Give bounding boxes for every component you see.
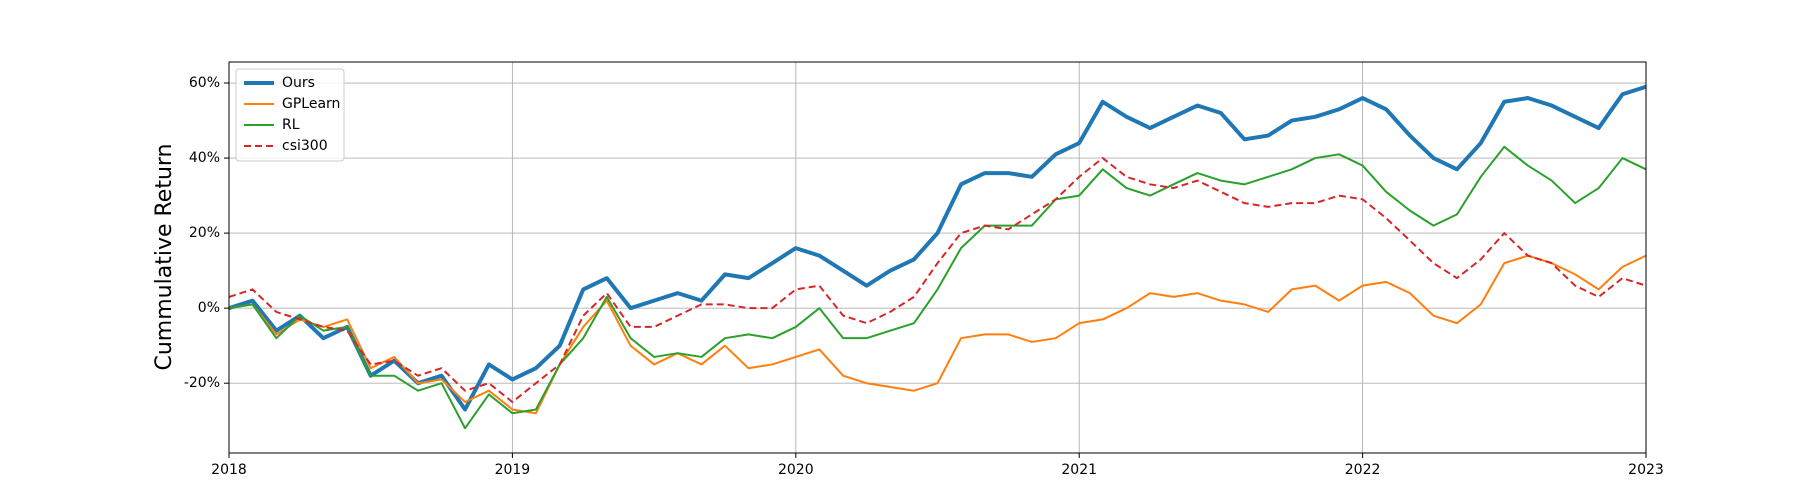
y-axis-label: Cummulative Return xyxy=(152,144,177,371)
y-tick-label: 60% xyxy=(189,75,220,91)
axes-frame xyxy=(228,61,1647,454)
y-tick-label: 20% xyxy=(189,225,220,241)
legend: Ours GPLearn RL csi300 xyxy=(235,68,345,162)
x-tick-label: 2023 xyxy=(1628,462,1664,478)
x-tick-label: 2019 xyxy=(495,462,531,478)
y-tick-label: 0% xyxy=(198,300,220,316)
legend-label: RL xyxy=(282,117,300,133)
x-tick-label: 2021 xyxy=(1061,462,1097,478)
legend-label: Ours xyxy=(282,75,315,91)
x-tick-label: 2022 xyxy=(1345,462,1381,478)
legend-label: csi300 xyxy=(282,138,328,154)
x-tick-label: 2018 xyxy=(211,462,247,478)
y-tick-label: 40% xyxy=(189,150,220,166)
y-tick-label: -20% xyxy=(184,375,220,391)
series-line xyxy=(228,157,1647,403)
series-line xyxy=(228,145,1647,430)
series-line xyxy=(228,254,1647,415)
series-line xyxy=(228,84,1647,412)
legend-label: GPLearn xyxy=(282,96,340,112)
x-tick-label: 2020 xyxy=(778,462,814,478)
legend-box xyxy=(235,68,345,162)
